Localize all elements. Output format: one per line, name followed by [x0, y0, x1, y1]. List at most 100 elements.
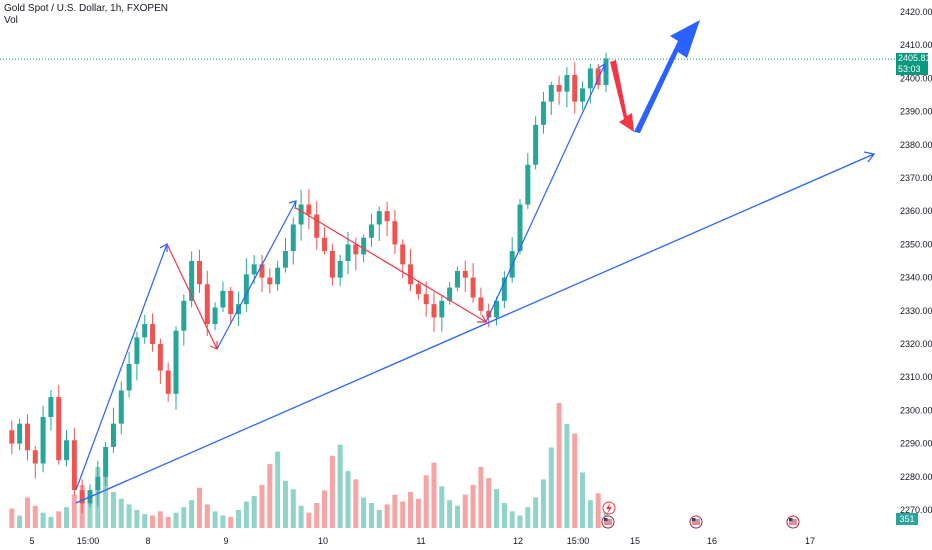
volume-bar — [243, 501, 249, 528]
candle-body — [353, 244, 359, 255]
candle-body — [150, 324, 156, 344]
candle-body — [423, 294, 429, 305]
volume-bar — [517, 515, 523, 528]
candle-body — [64, 440, 70, 461]
volume-label: Vol — [4, 15, 18, 26]
symbol-title: Gold Spot / U.S. Dollar, 1h, FXOPEN — [4, 3, 168, 14]
candle-body — [501, 277, 507, 301]
volume-bar — [415, 498, 421, 528]
volume-bar — [189, 500, 195, 528]
leg-arrowhead — [597, 62, 606, 73]
x-tick-label: 11 — [416, 536, 425, 546]
y-tick-label: 2280.00 — [900, 472, 932, 482]
candle-body — [587, 68, 593, 89]
time-axis[interactable]: 5 15:00 8 9 10 11 12 15:00 15 16 17 — [29, 536, 815, 546]
candle-body — [56, 397, 62, 461]
candle-body — [17, 423, 23, 444]
candle-body — [275, 267, 281, 285]
volume-bar — [572, 433, 578, 528]
candle-body — [118, 390, 124, 424]
candle-body — [251, 264, 257, 275]
impulse-leg — [216, 200, 297, 350]
us-flag-icon-canton — [692, 518, 696, 521]
candle-body — [267, 277, 273, 285]
candle-body — [79, 490, 85, 504]
volume-bar — [9, 508, 15, 528]
candle-body — [533, 124, 539, 165]
candle-body — [212, 307, 218, 325]
event-icons — [601, 501, 800, 529]
volume-bar — [368, 503, 374, 528]
corrective-leg — [166, 243, 218, 350]
volume-bar — [322, 490, 328, 528]
volume-bar — [71, 494, 77, 528]
y-tick-label: 2410.00 — [900, 40, 932, 50]
volume-bar — [486, 478, 492, 528]
candle-body — [392, 221, 398, 245]
y-tick-label: 2270.00 — [900, 505, 932, 515]
y-tick-label: 2330.00 — [900, 306, 932, 316]
candle-body — [306, 204, 312, 215]
candlesticks — [9, 52, 609, 514]
candle-body — [431, 304, 437, 318]
volume-bar — [17, 515, 23, 528]
big-up-arrow — [634, 20, 700, 133]
volume-bar — [353, 479, 359, 528]
candle-body — [556, 85, 562, 92]
x-tick-label: 9 — [223, 536, 228, 546]
x-tick-label: 8 — [145, 536, 150, 546]
candle-body — [517, 204, 523, 252]
volume-bar — [470, 484, 476, 528]
volume-bar — [87, 501, 93, 528]
x-tick-label: 5 — [29, 536, 34, 546]
candle-body — [337, 261, 343, 278]
candle-body — [165, 370, 171, 394]
y-tick-label: 2300.00 — [900, 405, 932, 415]
volume-bar — [423, 475, 429, 528]
volume-bar — [165, 516, 171, 528]
candle-body — [314, 214, 320, 238]
drawings — [75, 20, 876, 504]
y-tick-label: 2350.00 — [900, 239, 932, 249]
candle-body — [40, 417, 46, 464]
price-axis[interactable]: 2420.00 2410.00 2400.00 2390.00 2380.00 2370.… — [900, 7, 932, 515]
volume-tag: 351 — [896, 513, 918, 525]
volume-bar — [275, 451, 281, 528]
candle-body — [204, 284, 210, 325]
volume-bar — [408, 491, 414, 528]
volume-bar — [134, 509, 140, 528]
x-tick-label: 15:00 — [567, 536, 590, 546]
candle-body — [196, 261, 202, 285]
candle-body — [525, 164, 531, 205]
volume-bar — [173, 512, 179, 528]
candle-body — [282, 251, 288, 268]
leg-arrowhead — [209, 341, 218, 350]
volume-bar — [384, 504, 390, 528]
y-tick-label: 2370.00 — [900, 173, 932, 183]
volume-bar — [556, 403, 562, 528]
candle-body — [462, 270, 468, 278]
volume-bar — [361, 497, 367, 528]
candle-body — [298, 204, 304, 225]
volume-bar — [220, 515, 226, 528]
volume-bar — [40, 512, 46, 528]
us-flag-icon — [786, 515, 800, 529]
candle-body — [142, 324, 148, 338]
candle-body — [110, 423, 116, 447]
volume-bars — [9, 403, 609, 528]
candle-body — [447, 287, 453, 301]
candle-body — [345, 244, 351, 261]
lightning-icon — [602, 501, 616, 515]
candle-body — [9, 430, 15, 444]
volume-bar — [329, 455, 335, 528]
last-price-tag: 2405.81 53:03 — [896, 53, 931, 75]
volume-bar — [494, 489, 500, 528]
candle-body — [580, 88, 586, 102]
candle-body — [220, 290, 226, 308]
y-tick-label: 2290.00 — [900, 439, 932, 449]
last-price: 2405.81 — [898, 53, 931, 63]
x-tick-label: 16 — [707, 536, 717, 546]
candle-body — [361, 237, 367, 255]
candle-body — [322, 237, 328, 252]
